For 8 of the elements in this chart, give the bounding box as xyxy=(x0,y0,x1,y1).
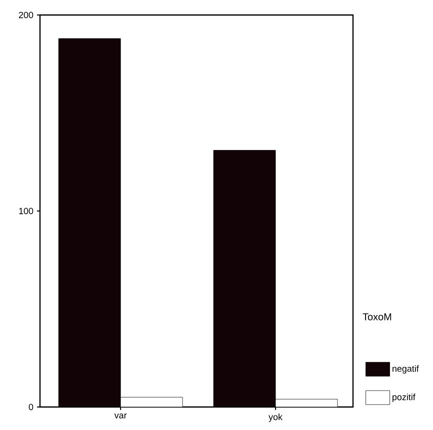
y-tick-label: 100 xyxy=(19,208,34,214)
legend-label: negatif xyxy=(392,365,419,374)
legend-title: ToxoM xyxy=(362,313,392,320)
y-tick-label: 0 xyxy=(28,404,34,410)
x-tick-label: yok xyxy=(268,414,283,422)
y-tick-label: 200 xyxy=(18,12,34,18)
x-tick-label: var xyxy=(114,414,127,418)
legend-label: pozitif xyxy=(392,394,416,402)
